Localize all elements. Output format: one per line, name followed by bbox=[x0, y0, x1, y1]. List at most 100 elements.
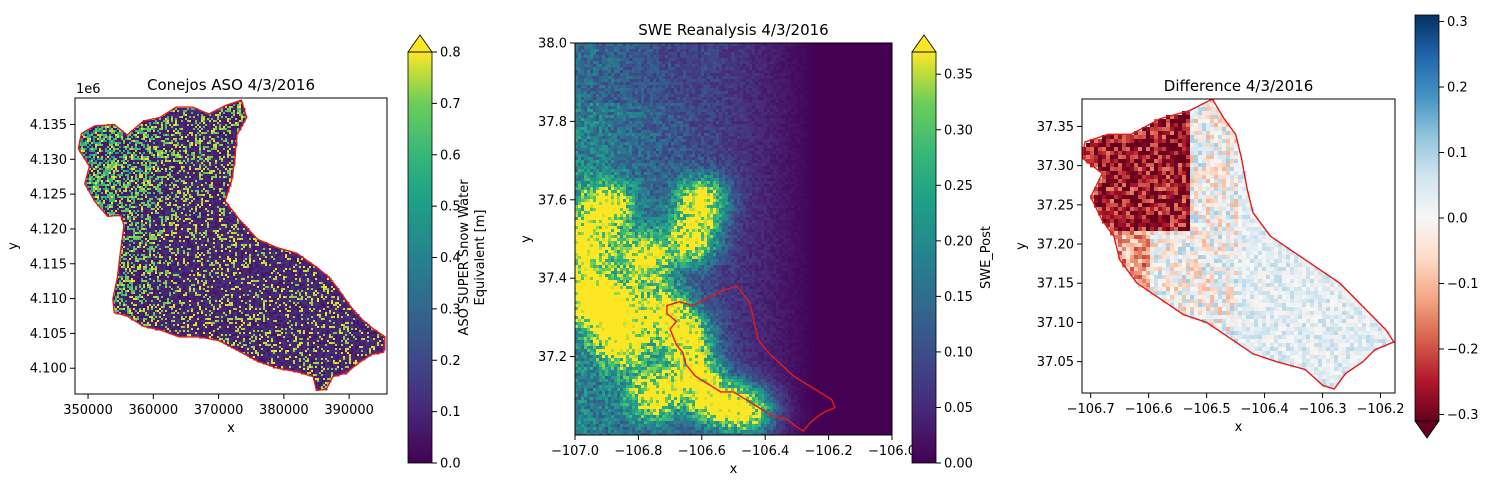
heatmap-cell bbox=[131, 308, 134, 311]
heatmap-cell bbox=[169, 146, 172, 149]
heatmap-cell bbox=[169, 304, 172, 307]
heatmap-cell bbox=[135, 250, 138, 253]
heatmap-cell bbox=[167, 156, 170, 159]
heatmap-cell bbox=[151, 270, 154, 273]
heatmap-cell bbox=[155, 118, 158, 121]
heatmap-cell bbox=[127, 194, 130, 197]
heatmap-cell bbox=[141, 312, 144, 315]
heatmap-cell bbox=[105, 196, 108, 199]
heatmap-cell bbox=[131, 214, 134, 217]
heatmap-cell bbox=[85, 156, 88, 159]
heatmap-cell bbox=[131, 194, 134, 197]
heatmap-cell bbox=[149, 126, 152, 129]
heatmap-cell bbox=[167, 204, 170, 207]
heatmap-cell bbox=[175, 308, 178, 311]
heatmap-cell bbox=[173, 176, 176, 179]
heatmap-cell bbox=[149, 308, 152, 311]
heatmap-cell bbox=[157, 304, 160, 307]
heatmap-cell bbox=[175, 304, 178, 307]
heatmap-cell bbox=[153, 248, 156, 251]
heatmap-cell bbox=[161, 220, 164, 223]
heatmap-cell bbox=[139, 188, 142, 191]
heatmap-cell bbox=[171, 264, 174, 267]
heatmap-cell bbox=[101, 132, 104, 135]
heatmap-cell bbox=[121, 216, 124, 219]
heatmap-cell bbox=[139, 240, 142, 243]
heatmap-cell bbox=[121, 258, 124, 261]
heatmap-cell bbox=[129, 162, 132, 165]
heatmap-cell bbox=[175, 212, 178, 215]
heatmap-cell bbox=[97, 202, 100, 205]
heatmap-cell bbox=[167, 254, 170, 257]
heatmap-cell bbox=[149, 152, 152, 155]
heatmap-cell bbox=[97, 136, 100, 139]
heatmap-cell bbox=[129, 272, 132, 275]
heatmap-cell bbox=[103, 196, 106, 199]
heatmap-cell bbox=[139, 196, 142, 199]
heatmap-cell bbox=[139, 172, 142, 175]
heatmap-cell bbox=[181, 146, 184, 149]
heatmap-cell bbox=[135, 214, 138, 217]
heatmap-cell bbox=[153, 242, 156, 245]
heatmap-cell bbox=[147, 238, 150, 241]
heatmap-cell bbox=[163, 258, 166, 261]
heatmap-cell bbox=[169, 330, 172, 333]
heatmap-cell bbox=[117, 146, 120, 149]
heatmap-cell bbox=[105, 148, 108, 151]
heatmap-cell bbox=[127, 184, 130, 187]
heatmap-cell bbox=[133, 240, 136, 243]
heatmap-cell bbox=[177, 332, 180, 335]
heatmap-cell bbox=[177, 216, 180, 219]
heatmap-cell bbox=[175, 326, 178, 329]
heatmap-cell bbox=[125, 184, 128, 187]
heatmap-cell bbox=[131, 232, 134, 235]
heatmap-cell bbox=[153, 290, 156, 293]
heatmap-cell bbox=[181, 254, 184, 257]
heatmap-cell bbox=[175, 286, 178, 289]
heatmap-cell bbox=[179, 140, 182, 143]
heatmap-cell bbox=[115, 138, 118, 141]
heatmap-cell bbox=[169, 178, 172, 181]
heatmap-cell bbox=[139, 244, 142, 247]
heatmap-cell bbox=[127, 196, 130, 199]
heatmap-cell bbox=[113, 176, 116, 179]
heatmap-cell bbox=[149, 306, 152, 309]
heatmap-cell bbox=[123, 254, 126, 257]
heatmap-cell bbox=[123, 218, 126, 221]
heatmap-cell bbox=[121, 294, 124, 297]
heatmap-cell bbox=[181, 124, 184, 127]
heatmap-cell bbox=[129, 242, 132, 245]
heatmap-cell bbox=[163, 216, 166, 219]
heatmap-cell bbox=[183, 266, 186, 269]
heatmap-cell bbox=[179, 316, 182, 319]
heatmap-cell bbox=[89, 180, 92, 183]
heatmap-cell bbox=[139, 242, 142, 245]
heatmap-cell bbox=[173, 318, 176, 321]
heatmap-cell bbox=[161, 198, 164, 201]
heatmap-cell bbox=[185, 322, 188, 325]
heatmap-cell bbox=[173, 212, 176, 215]
heatmap-cell bbox=[181, 298, 184, 301]
heatmap-cell bbox=[127, 220, 130, 223]
heatmap-cell bbox=[87, 150, 90, 153]
heatmap-cell bbox=[123, 180, 126, 183]
heatmap-cell bbox=[179, 182, 182, 185]
heatmap-cell bbox=[177, 160, 180, 163]
heatmap-cell bbox=[123, 210, 126, 213]
heatmap-cell bbox=[119, 282, 122, 285]
heatmap-cell bbox=[141, 196, 144, 199]
heatmap-cell bbox=[177, 246, 180, 249]
heatmap-cell bbox=[125, 194, 128, 197]
heatmap-cell bbox=[123, 272, 126, 275]
heatmap-cell bbox=[125, 268, 128, 271]
heatmap-cell bbox=[137, 242, 140, 245]
heatmap-cell bbox=[131, 180, 134, 183]
heatmap-cell bbox=[149, 142, 152, 145]
heatmap-cell bbox=[169, 298, 172, 301]
heatmap-cell bbox=[113, 148, 116, 151]
heatmap-cell bbox=[179, 314, 182, 317]
heatmap-cell bbox=[145, 284, 148, 287]
heatmap-cell bbox=[181, 136, 184, 139]
heatmap-cell bbox=[159, 310, 162, 313]
heatmap-cell bbox=[167, 122, 170, 125]
